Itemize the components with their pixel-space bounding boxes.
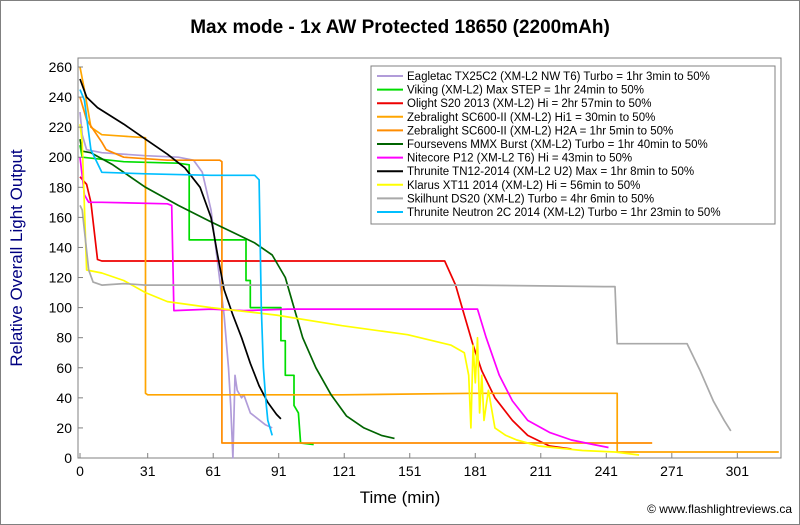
legend-entry: Thrunite Neutron 2C 2014 (XM-L2) Turbo =… — [407, 207, 721, 219]
y-tick-label: 200 — [49, 149, 73, 165]
axes-group: 0 20 40 60 80 100 120 140 160 180 200 220 240 260 0 31 6… — [49, 59, 750, 479]
y-tick-label: 220 — [49, 119, 73, 135]
x-axis-label: Time (min) — [360, 488, 441, 507]
x-tick-label: 271 — [660, 463, 684, 479]
y-tick-label: 100 — [49, 300, 73, 316]
series-group — [79, 66, 779, 459]
legend: Eagletac TX25C2 (XM-L2 NW T6) Turbo = 1h… — [370, 65, 776, 225]
x-tick-label: 0 — [76, 463, 84, 479]
y-tick-label: 180 — [49, 179, 73, 195]
y-tick-label: 240 — [49, 89, 73, 105]
y-tick-label: 0 — [64, 450, 72, 466]
series-line — [79, 139, 395, 440]
y-tick-label: 160 — [49, 209, 73, 225]
legend-entry: Thrunite TN12-2014 (XM-L2 U2) Max = 1hr … — [407, 166, 694, 178]
y-tick-label: 140 — [49, 239, 73, 255]
y-tick-label: 260 — [49, 59, 73, 75]
legend-entry: Eagletac TX25C2 (XM-L2 NW T6) Turbo = 1h… — [407, 71, 710, 83]
legend-entry: Skilhunt DS20 (XM-L2) Turbo = 4hr 6min t… — [407, 193, 654, 205]
series-line — [79, 89, 274, 436]
series-line — [79, 157, 609, 449]
y-tick-label: 60 — [56, 360, 72, 376]
x-tick-label: 181 — [464, 463, 488, 479]
series-line — [79, 205, 732, 432]
x-tick-label: 61 — [205, 463, 221, 479]
legend-entry: Foursevens MMX Burst (XM-L2) Turbo = 1hr… — [407, 139, 708, 151]
x-tick-label: 211 — [530, 463, 553, 479]
series-line — [79, 96, 653, 444]
x-tick-label: 151 — [398, 463, 422, 479]
x-tick-label: 91 — [271, 463, 287, 479]
x-tick-label: 301 — [726, 463, 750, 479]
x-tick-label: 241 — [595, 463, 619, 479]
y-tick-label: 80 — [56, 330, 72, 346]
y-tick-label: 20 — [56, 420, 72, 436]
chart-title: Max mode - 1x AW Protected 18650 (2200mA… — [190, 17, 610, 38]
x-tick-label: 121 — [333, 463, 357, 479]
legend-entry: Zebralight SC600-II (XM-L2) H2A = 1hr 5m… — [407, 125, 673, 137]
legend-entry: Viking (XM-L2) Max STEP = 1hr 24min to 5… — [407, 85, 644, 97]
legend-entry: Olight S20 2013 (XM-L2) Hi = 2hr 57min t… — [407, 98, 652, 110]
series-line — [79, 66, 779, 453]
credit-text: © www.flashlightreviews.ca — [647, 502, 792, 516]
series-line — [79, 78, 282, 420]
legend-entry: Klarus XT11 2014 (XM-L2) Hi = 56min to 5… — [407, 180, 640, 192]
legend-entry: Zebralight SC600-II (XM-L2) Hi1 = 30min … — [407, 112, 655, 124]
y-tick-label: 120 — [49, 270, 73, 286]
x-tick-label: 31 — [140, 463, 156, 479]
y-axis-label: Relative Overall Light Output — [7, 149, 26, 367]
legend-entry: Nitecore P12 (XM-L2 T6) Hi = 43min to 50… — [407, 153, 632, 165]
y-tick-label: 40 — [56, 390, 72, 406]
legend-box — [370, 65, 776, 225]
series-line — [79, 123, 640, 456]
